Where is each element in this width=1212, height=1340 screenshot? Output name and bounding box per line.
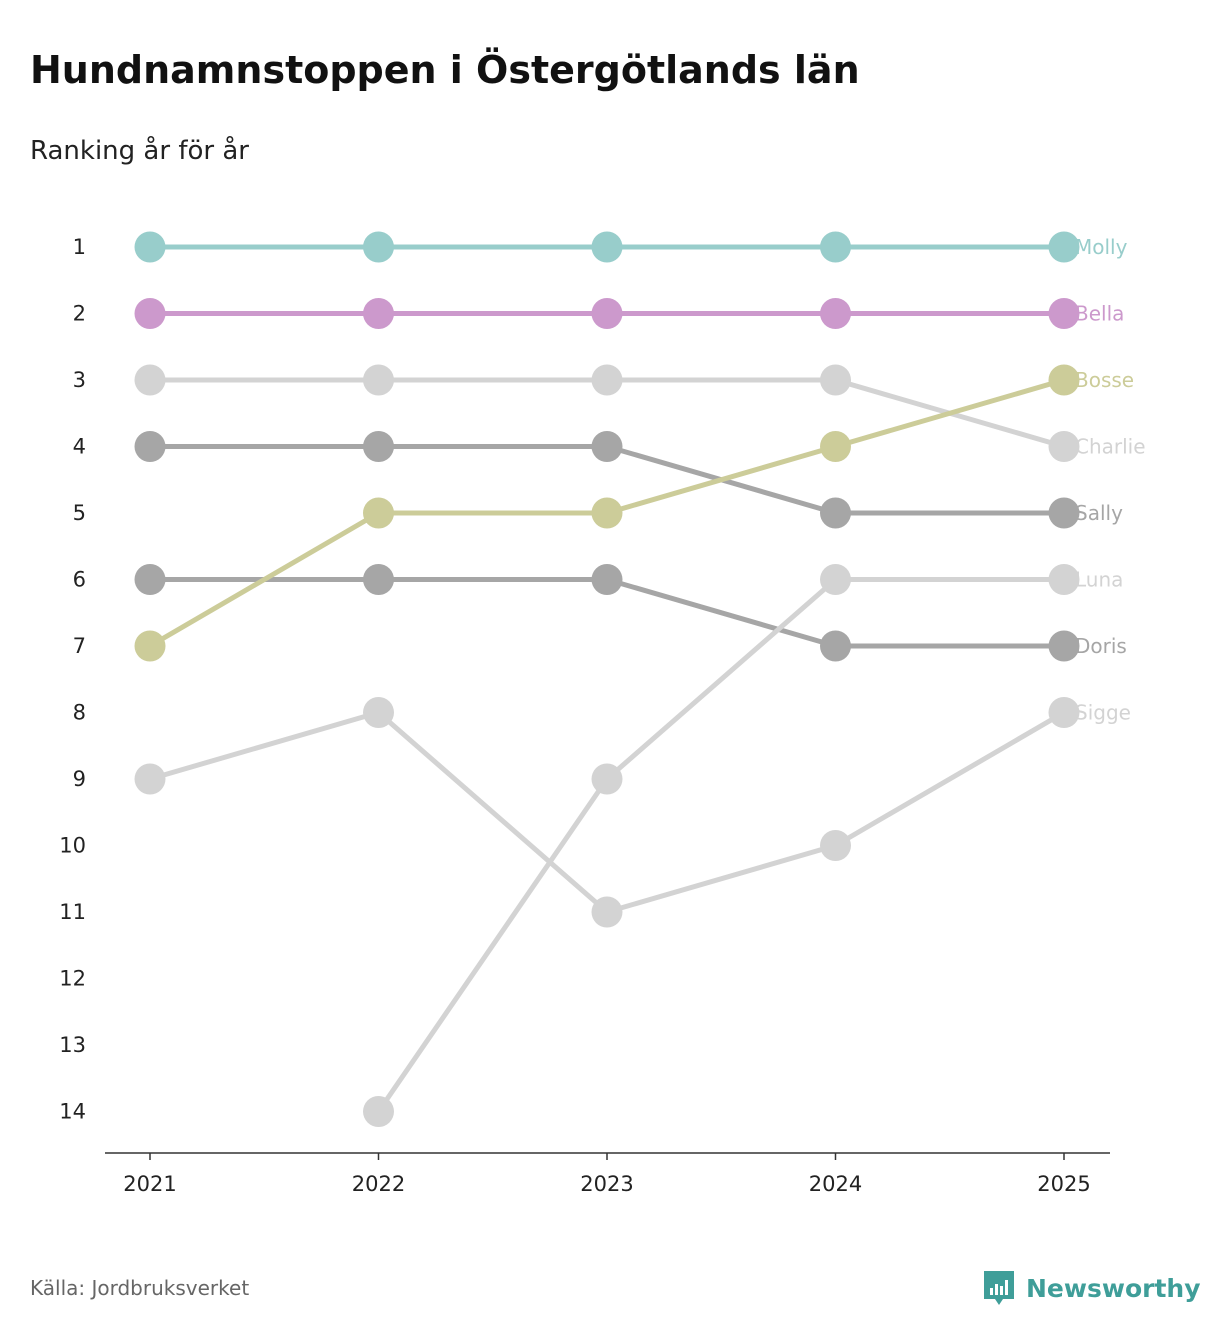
- data-point-sally[interactable]: [820, 497, 851, 529]
- data-point-charlie[interactable]: [820, 364, 851, 396]
- data-point-charlie[interactable]: [1048, 431, 1080, 462]
- data-point-charlie[interactable]: [134, 364, 166, 396]
- x-tick-label: 2023: [580, 1172, 633, 1196]
- series-sigge[interactable]: [134, 697, 1080, 928]
- chart-title: Hundnamnstoppen i Östergötlands län: [30, 48, 860, 92]
- series-luna[interactable]: [363, 564, 1080, 1127]
- data-point-molly[interactable]: [591, 231, 623, 263]
- y-tick-label: 3: [73, 368, 86, 392]
- y-tick-label: 11: [59, 900, 86, 924]
- data-point-bosse[interactable]: [1048, 364, 1080, 396]
- data-point-sally[interactable]: [363, 431, 394, 462]
- x-tick-label: 2021: [123, 1172, 176, 1196]
- data-point-bella[interactable]: [820, 298, 851, 329]
- series-charlie[interactable]: [134, 364, 1080, 463]
- series-line-luna: [376, 577, 1067, 1114]
- data-point-sigge[interactable]: [820, 830, 851, 861]
- data-point-molly[interactable]: [820, 231, 851, 263]
- series-label-bella: Bella: [1075, 302, 1124, 326]
- x-tick-label: 2025: [1037, 1172, 1090, 1196]
- data-point-doris[interactable]: [134, 564, 166, 595]
- data-point-bosse[interactable]: [591, 497, 623, 529]
- chart-subtitle: Ranking år för år: [30, 136, 249, 166]
- x-tick-label: 2024: [809, 1172, 862, 1196]
- data-point-sigge[interactable]: [1048, 697, 1080, 728]
- data-point-bosse[interactable]: [134, 630, 166, 662]
- data-point-bella[interactable]: [134, 298, 166, 329]
- data-point-molly[interactable]: [134, 231, 166, 263]
- series-molly[interactable]: [134, 231, 1080, 263]
- series-label-sigge: Sigge: [1075, 701, 1131, 725]
- data-point-luna[interactable]: [1048, 564, 1080, 595]
- y-tick-label: 13: [59, 1033, 86, 1057]
- y-tick-label: 9: [73, 767, 86, 791]
- series-label-charlie: Charlie: [1075, 435, 1146, 459]
- x-tick-label: 2022: [352, 1172, 405, 1196]
- data-point-luna[interactable]: [363, 1096, 394, 1127]
- series-doris[interactable]: [134, 564, 1080, 662]
- brand-logo[interactable]: Newsworthy: [982, 1268, 1201, 1308]
- series-sally[interactable]: [134, 431, 1080, 529]
- series-label-luna: Luna: [1075, 568, 1123, 592]
- series-line-sigge: [147, 710, 1067, 915]
- series-label-doris: Doris: [1075, 634, 1127, 658]
- data-point-doris[interactable]: [1048, 630, 1080, 662]
- y-tick-label: 5: [73, 501, 86, 525]
- data-point-sally[interactable]: [1048, 497, 1080, 529]
- newsworthy-logo-icon: [984, 1271, 1014, 1305]
- x-axis: 2021 2022 2023 2024 2025: [105, 1152, 1110, 1196]
- y-tick-label: 10: [59, 834, 86, 858]
- series-label-molly: Molly: [1075, 235, 1128, 259]
- series-bella[interactable]: [134, 298, 1080, 329]
- y-tick-label: 2: [73, 302, 86, 326]
- y-tick-label: 7: [73, 634, 86, 658]
- data-point-doris[interactable]: [363, 564, 394, 595]
- data-point-luna[interactable]: [591, 763, 623, 795]
- data-point-sigge[interactable]: [363, 697, 394, 728]
- y-tick-label: 6: [73, 568, 86, 592]
- end-labels: Molly Bella Charlie Sally Doris Sigge Luna Boss…: [1075, 235, 1146, 725]
- data-point-doris[interactable]: [591, 564, 623, 595]
- data-point-charlie[interactable]: [363, 364, 394, 396]
- y-tick-label: 4: [73, 435, 86, 459]
- data-point-bosse[interactable]: [820, 431, 851, 462]
- data-point-bella[interactable]: [591, 298, 623, 329]
- data-point-sally[interactable]: [134, 431, 166, 462]
- data-point-molly[interactable]: [1048, 231, 1080, 263]
- data-point-bosse[interactable]: [363, 497, 394, 529]
- data-point-bella[interactable]: [363, 298, 394, 329]
- data-point-sigge[interactable]: [591, 896, 623, 928]
- brand-name: Newsworthy: [1026, 1273, 1201, 1303]
- data-point-bella[interactable]: [1048, 298, 1080, 329]
- source-note: Källa: Jordbruksverket: [30, 1276, 250, 1300]
- data-point-doris[interactable]: [820, 630, 851, 662]
- y-tick-label: 1: [73, 235, 86, 259]
- y-tick-label: 14: [59, 1100, 86, 1124]
- series-layer: [134, 231, 1080, 1127]
- data-point-sigge[interactable]: [134, 763, 166, 795]
- series-label-sally: Sally: [1075, 501, 1123, 525]
- y-tick-label: 12: [59, 967, 86, 991]
- y-tick-label: 8: [73, 701, 86, 725]
- series-label-bosse: Bosse: [1075, 368, 1134, 392]
- series-bosse[interactable]: [134, 364, 1080, 662]
- data-point-sally[interactable]: [591, 431, 623, 462]
- data-point-luna[interactable]: [820, 564, 851, 595]
- data-point-molly[interactable]: [363, 231, 394, 263]
- data-point-charlie[interactable]: [591, 364, 623, 396]
